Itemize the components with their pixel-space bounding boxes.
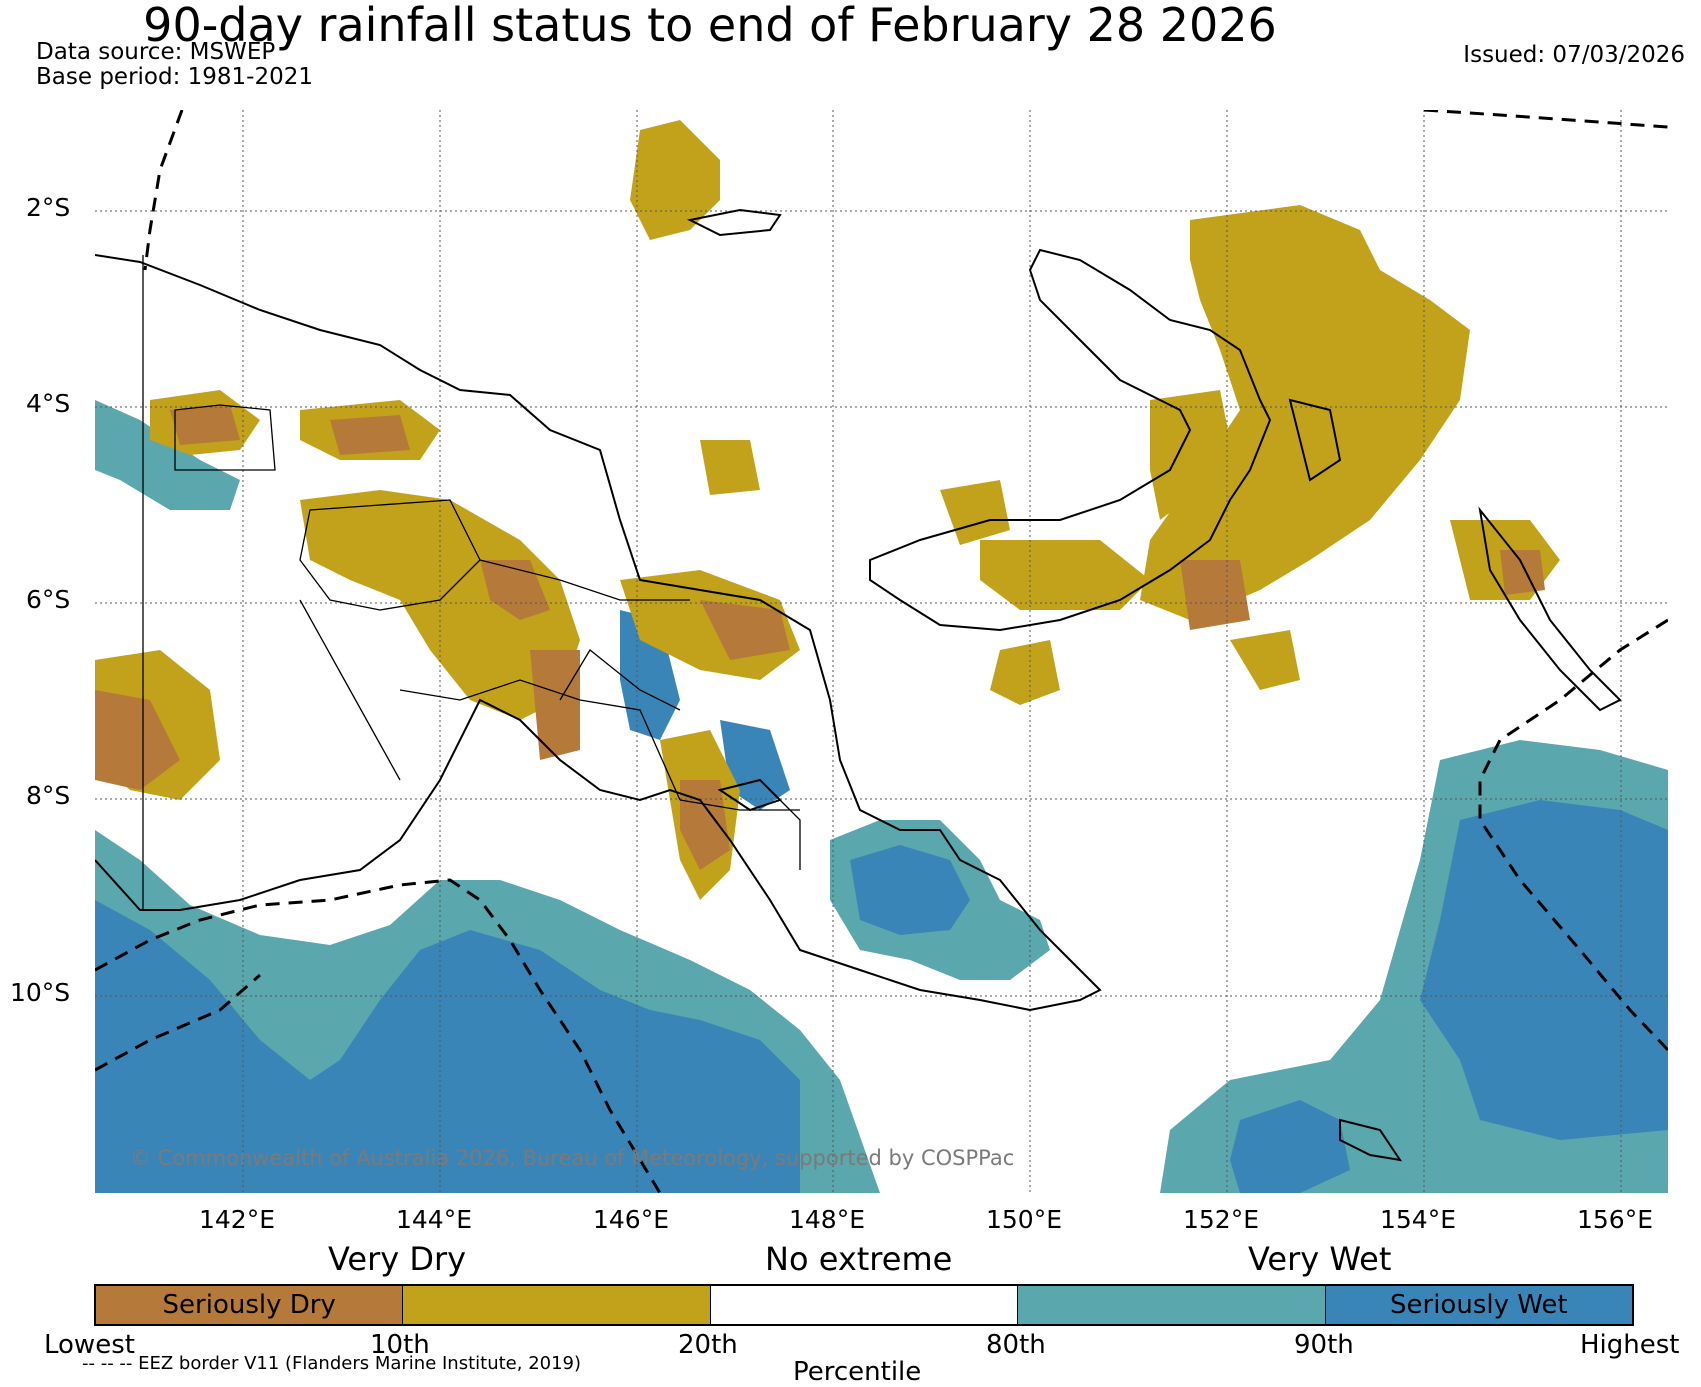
legend-group-very-wet: Very Wet [1248, 1240, 1392, 1278]
manus-coast [686, 208, 782, 237]
legend-group-very-dry: Very Dry [328, 1240, 467, 1278]
legend-tick-highest: Highest [1580, 1330, 1680, 1360]
legend-colorbar: Seriously Dry Seriously Wet [94, 1284, 1634, 1326]
data-source-text: Data source: MSWEP [36, 39, 276, 65]
data-source-block: Data source: MSWEP Base period: 1981-202… [36, 40, 313, 90]
lon-label-152e: 152°E [1183, 1205, 1260, 1234]
map-title: 90-day rainfall status to end of Februar… [143, 0, 1277, 52]
legend-swatch-seriously-dry: Seriously Dry [96, 1286, 404, 1324]
dry-region-kimbe [940, 480, 1010, 545]
legend-tick-lowest: Lowest [44, 1330, 135, 1360]
legend-swatch-seriously-wet: Seriously Wet [1325, 1286, 1633, 1324]
eez-border-west [143, 110, 184, 271]
dry-region-manus [630, 120, 720, 240]
lon-label-154e: 154°E [1380, 1205, 1457, 1234]
eez-border-east [1478, 618, 1668, 1052]
seriously-wet-central-south [850, 845, 970, 935]
dry-region-newbritain-west [1150, 390, 1230, 520]
base-period-text: Base period: 1981-2021 [36, 64, 314, 90]
seriously-dry-solomons [1500, 550, 1545, 595]
eez-border-southwest [95, 878, 662, 1193]
eez-note: -- -- -- EEZ border V11 (Flanders Marine… [82, 1353, 582, 1374]
new-britain-coast [869, 248, 1272, 632]
legend-axis-label: Percentile [793, 1357, 922, 1387]
png-mainland-coast [95, 254, 1102, 1012]
rainfall-field [95, 120, 1668, 1193]
lon-label-144e: 144°E [396, 1205, 473, 1234]
lat-label-2s: 2°S [26, 193, 71, 222]
wet-pocket-west [95, 400, 240, 510]
seriously-dry-west [95, 690, 180, 790]
solomons-coast [1478, 506, 1622, 712]
new-ireland-coast [1288, 398, 1342, 482]
coastlines [95, 208, 1622, 1162]
legend-tick-10th: 10th [370, 1330, 430, 1360]
dry-region-new-ireland-south [1230, 630, 1300, 690]
seriously-dry-central [480, 560, 550, 620]
legend-swatch-very-wet [1018, 1286, 1326, 1324]
seriously-wet-east [1420, 800, 1668, 1140]
seriously-wet-southwest [95, 900, 800, 1193]
dry-region-newbritain-south [980, 540, 1150, 610]
lon-label-150e: 150°E [986, 1205, 1063, 1234]
seriously-dry-highlands [530, 650, 580, 760]
seriously-dry-newbritain [1180, 560, 1250, 630]
province-borders [174, 404, 801, 870]
legend-swatch-no-extreme [710, 1286, 1019, 1324]
eez-border-north-east [1423, 110, 1668, 129]
legend-group-no-extreme: No extreme [765, 1240, 953, 1278]
dry-region-huon [990, 640, 1060, 705]
lat-label-6s: 6°S [26, 585, 71, 614]
lon-label-156e: 156°E [1577, 1205, 1654, 1234]
lon-label-148e: 148°E [789, 1205, 866, 1234]
seriously-dry-northwest [170, 405, 240, 445]
legend-swatch-very-dry [403, 1286, 711, 1324]
legend-tick-20th: 20th [678, 1330, 738, 1360]
lat-label-10s: 10°S [10, 978, 71, 1007]
graticule [95, 110, 1668, 1193]
lat-label-4s: 4°S [26, 389, 71, 418]
eez-borders [95, 110, 1668, 1193]
eez-border-south [95, 973, 261, 1072]
seriously-dry-sepik [330, 415, 410, 455]
political-borders [142, 255, 801, 910]
dry-region-lae [700, 440, 760, 495]
seriously-dry-madang [700, 600, 790, 660]
lon-label-142e: 142°E [199, 1205, 276, 1234]
copyright-note: © Commonwealth of Australia 2026, Bureau… [130, 1146, 1015, 1170]
legend-tick-90th: 90th [1294, 1330, 1354, 1360]
legend-label-seriously-wet: Seriously Wet [1390, 1290, 1568, 1320]
lon-label-146e: 146°E [593, 1205, 670, 1234]
issued-date: Issued: 07/03/2026 [1463, 42, 1685, 68]
louisiade-coast [1339, 1118, 1403, 1162]
lat-label-8s: 8°S [26, 781, 71, 810]
legend-label-seriously-dry: Seriously Dry [162, 1290, 336, 1320]
legend-tick-80th: 80th [986, 1330, 1046, 1360]
seriously-wet-east-islands [1230, 1100, 1350, 1193]
